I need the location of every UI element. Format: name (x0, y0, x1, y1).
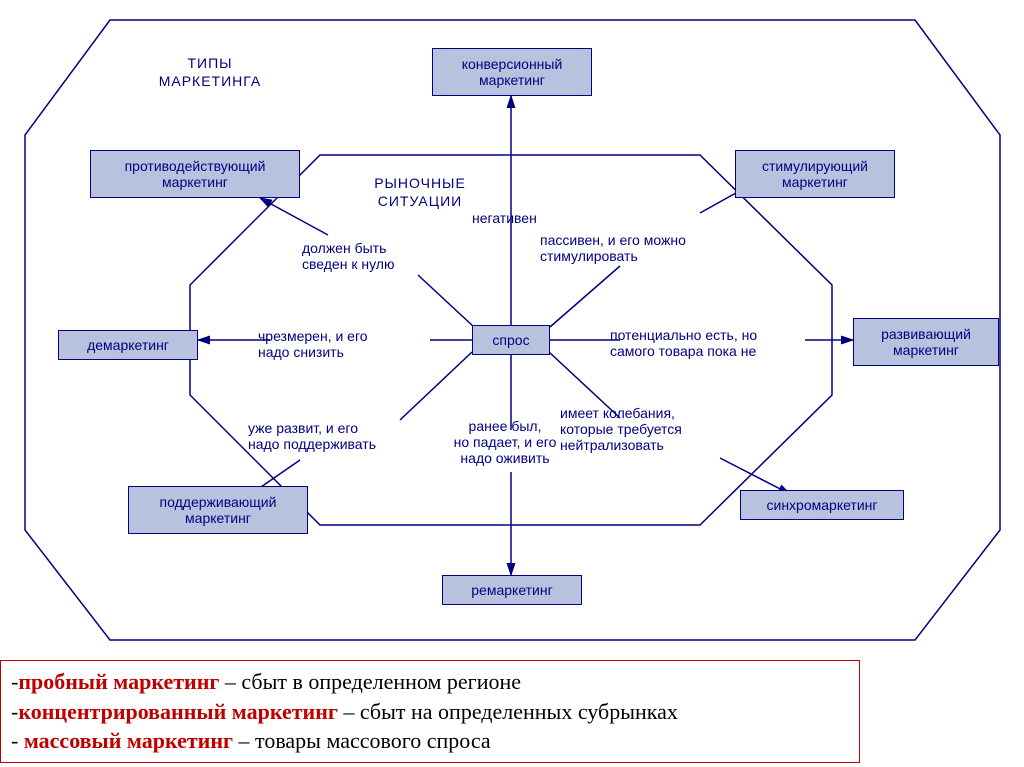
situation-pot: потенциально есть, но самого товара пока… (610, 327, 826, 359)
caption-rest: – сбыт в определенном регионе (219, 669, 521, 694)
marketing-type-razv: развивающий маркетинг (853, 318, 999, 366)
outer-title: ТИПЫ МАРКЕТИНГА (140, 55, 280, 90)
caption-term: массовый маркетинг (24, 728, 233, 753)
marketing-type-stim: стимулирующий маркетинг (735, 150, 895, 198)
diagram-stage: ТИПЫ МАРКЕТИНГА РЫНОЧНЫЕ СИТУАЦИИ конвер… (0, 0, 1024, 767)
situation-pass: пассивен, и его можно стимулировать (540, 232, 750, 264)
marketing-type-prot: противодействующий маркетинг (90, 150, 300, 198)
marketing-type-dema: демаркетинг (58, 330, 198, 360)
marketing-type-sinh: синхромаркетинг (740, 490, 904, 520)
marketing-type-konv: конверсионный маркетинг (432, 48, 592, 96)
situation-neg: негативен (472, 210, 582, 226)
caption-box: -пробный маркетинг – сбыт в определенном… (0, 660, 860, 763)
inner-title: РЫНОЧНЫЕ СИТУАЦИИ (350, 175, 490, 210)
center-node: спрос (472, 325, 550, 355)
marketing-type-podd: поддерживающий маркетинг (128, 486, 308, 534)
situation-uzh: уже развит, и его надо поддерживать (248, 420, 448, 452)
caption-rest: – сбыт на определенных субрынках (338, 699, 678, 724)
situation-kol: имеет колебания, которые требуется нейтр… (560, 405, 760, 453)
caption-rest: – товары массового спроса (233, 728, 491, 753)
caption-term: пробный маркетинг (18, 669, 219, 694)
situation-chr: чрезмерен, и его надо снизить (258, 328, 448, 360)
caption-term: концентрированный маркетинг (18, 699, 338, 724)
diagram-lines (0, 0, 1024, 767)
marketing-type-remk: ремаркетинг (442, 575, 582, 605)
situation-dol: должен быть сведен к нулю (302, 240, 462, 272)
